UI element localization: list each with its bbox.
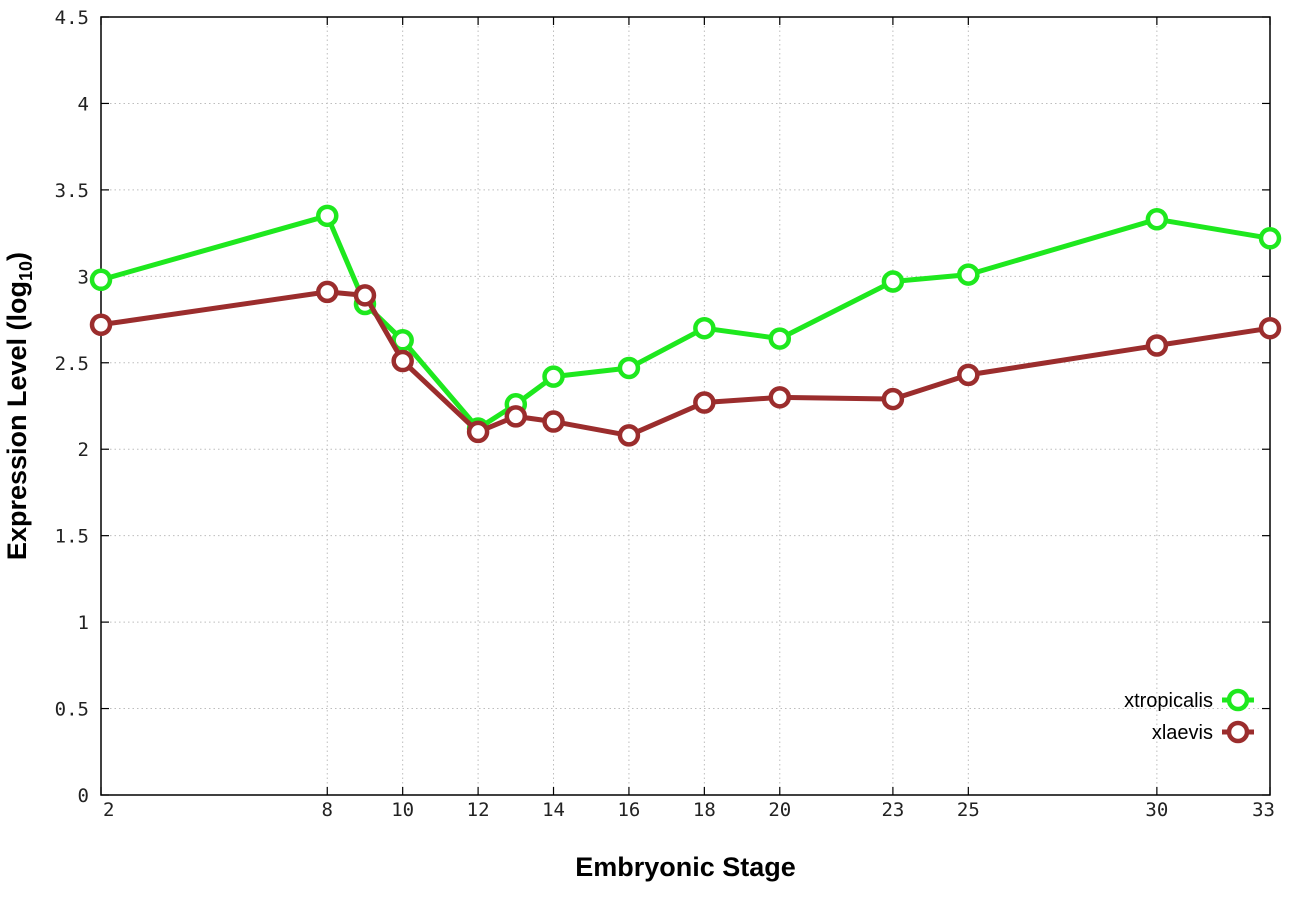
series-layer	[89, 204, 1282, 447]
data-point	[542, 410, 565, 433]
data-point	[316, 280, 339, 304]
data-point	[1258, 316, 1282, 340]
x-tick-label: 23	[881, 799, 904, 821]
legend-marker	[1226, 688, 1250, 712]
data-point	[316, 204, 339, 228]
x-tick-label: 18	[693, 799, 716, 821]
data-point	[617, 356, 641, 380]
x-tick-label: 12	[467, 799, 490, 821]
series-xlaevis	[89, 280, 1282, 447]
y-axis-title: Expression Level (log10)	[2, 252, 36, 560]
data-point	[353, 284, 377, 307]
grid	[101, 17, 1270, 795]
y-axis-title-close: )	[2, 252, 32, 261]
y-axis-title-main: Expression Level (log	[2, 281, 32, 560]
x-tick-label: 8	[322, 799, 333, 821]
y-tick-label: 3	[78, 266, 89, 288]
data-point	[89, 268, 113, 292]
y-tick-label: 3.5	[55, 180, 89, 202]
x-tick-label: 16	[617, 799, 640, 821]
data-point	[1145, 208, 1169, 231]
data-point	[89, 313, 113, 336]
data-point	[957, 363, 980, 387]
series-xtropicalis	[89, 204, 1282, 440]
plot-frame	[100, 16, 1271, 796]
y-tick-label: 0.5	[55, 699, 89, 721]
x-tick-label: 25	[957, 799, 980, 821]
axis-ticks: 0 0.5 1 1.5 2 2.5 3 3.5 4 4.5 2 8 10 12 14 16 18 20 23 25 30…	[55, 7, 1275, 821]
y-tick-label: 2.5	[55, 353, 89, 375]
data-point	[881, 270, 905, 293]
series-line	[100, 289, 1271, 438]
data-point	[957, 263, 980, 286]
series-line	[100, 213, 1271, 431]
legend-label: xlaevis	[1152, 722, 1213, 744]
legend: xtropicalis xlaevis	[1124, 688, 1254, 744]
data-point	[391, 349, 414, 373]
legend-marker	[1226, 720, 1250, 744]
data-point	[617, 424, 641, 447]
y-tick-label: 4.5	[55, 7, 89, 29]
y-tick-label: 4	[78, 93, 89, 115]
x-tick-label: 2	[103, 799, 114, 821]
data-point	[693, 316, 716, 340]
data-point	[1145, 334, 1169, 357]
y-tick-label: 1.5	[55, 526, 89, 548]
data-point	[693, 391, 716, 414]
data-point	[1258, 227, 1282, 250]
data-point	[768, 327, 792, 350]
data-point	[768, 386, 792, 409]
data-point	[542, 365, 565, 388]
y-tick-label: 1	[78, 612, 89, 634]
data-point	[466, 420, 490, 444]
x-tick-label: 30	[1145, 799, 1168, 821]
data-point	[504, 405, 528, 428]
x-tick-label: 10	[391, 799, 414, 821]
data-point	[881, 387, 905, 411]
legend-label: xtropicalis	[1124, 690, 1213, 712]
x-axis-title: Embryonic Stage	[575, 852, 796, 882]
x-tick-label: 20	[768, 799, 791, 821]
y-tick-label: 0	[78, 785, 89, 807]
x-tick-label: 33	[1252, 799, 1275, 821]
y-tick-label: 2	[78, 439, 89, 461]
x-tick-label: 14	[542, 799, 565, 821]
y-axis-title-subscript: 10	[16, 261, 36, 281]
